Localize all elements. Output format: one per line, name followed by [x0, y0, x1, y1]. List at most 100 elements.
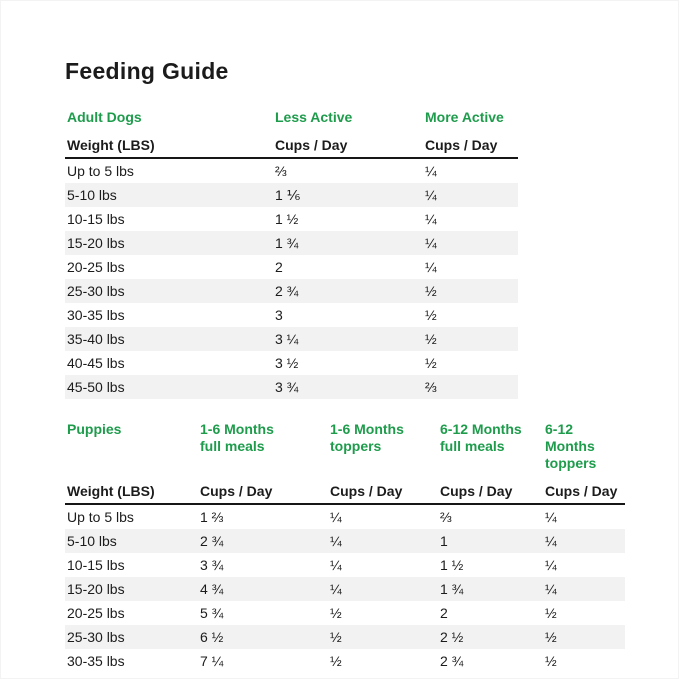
weight-cell: 5-10 lbs	[67, 187, 117, 203]
table-row: 20-25 lbs 2 ¼	[65, 255, 518, 279]
weight-cell: 20-25 lbs	[67, 259, 125, 275]
puppy-column-header-row: Weight (LBS) Cups / Day Cups / Day Cups …	[65, 479, 625, 505]
adult-dogs-table: Adult Dogs Less Active More Active Weigh…	[65, 109, 518, 399]
cups-cell: ½	[425, 355, 437, 371]
cups-cell: 3 ¼	[275, 331, 299, 347]
cups-cell: 7 ¼	[200, 653, 224, 669]
table-row: 25-30 lbs 2 ¾ ½	[65, 279, 518, 303]
weight-cell: 5-10 lbs	[67, 533, 117, 549]
weight-cell: 20-25 lbs	[67, 605, 125, 621]
table-row: 45-50 lbs 3 ¾ ⅔	[65, 375, 518, 399]
cups-cell: 2 ½	[440, 629, 464, 645]
cups-cell: 2 ¾	[440, 653, 464, 669]
cups-cell: 3 ¾	[275, 379, 299, 395]
table-row: 20-25 lbs 5 ¾ ½ 2 ½	[65, 601, 625, 625]
page-title: Feeding Guide	[65, 58, 229, 84]
cups-cell: ⅔	[275, 163, 287, 179]
weight-cell: 30-35 lbs	[67, 653, 125, 669]
cups-column-header: Cups / Day	[200, 479, 330, 505]
table-row: 25-30 lbs 6 ½ ½ 2 ½ ½	[65, 625, 625, 649]
table-row: 15-20 lbs 1 ¾ ¼	[65, 231, 518, 255]
cups-column-header: Cups / Day	[440, 479, 545, 505]
puppies-header: Puppies	[67, 421, 122, 437]
cups-cell: 1 ½	[275, 211, 299, 227]
cups-cell: ¼	[545, 533, 557, 549]
cups-cell: ¼	[330, 581, 342, 597]
months-6-12-toppers-header: 6-12 Months toppers	[545, 421, 597, 471]
cups-cell: ¼	[330, 557, 342, 573]
cups-cell: ¼	[545, 557, 557, 573]
cups-cell: ¼	[330, 509, 342, 525]
weight-cell: 25-30 lbs	[67, 283, 125, 299]
cups-cell: ¼	[425, 187, 437, 203]
months-1-6-full-meals-header: 1-6 Months full meals	[200, 421, 274, 454]
cups-cell: ½	[425, 283, 437, 299]
more-active-header: More Active	[425, 109, 504, 125]
cups-cell: ¼	[425, 163, 437, 179]
cups-cell: 3 ¾	[200, 557, 224, 573]
cups-cell: ¼	[330, 533, 342, 549]
weight-cell: 15-20 lbs	[67, 581, 125, 597]
adult-group-header-row: Adult Dogs Less Active More Active	[65, 109, 518, 133]
table-row: 5-10 lbs 1 ⅙ ¼	[65, 183, 518, 207]
cups-cell: ½	[330, 629, 342, 645]
puppy-group-header-row: Puppies 1-6 Months full meals 1-6 Months…	[65, 421, 625, 479]
weight-cell: 10-15 lbs	[67, 557, 125, 573]
cups-cell: 1	[440, 533, 448, 549]
weight-cell: 35-40 lbs	[67, 331, 125, 347]
cups-cell: ½	[545, 629, 557, 645]
table-row: Up to 5 lbs ⅔ ¼	[65, 158, 518, 183]
cups-cell: ⅔	[425, 379, 437, 395]
cups-cell: 1 ½	[440, 557, 464, 573]
table-row: 35-40 lbs 3 ¼ ½	[65, 327, 518, 351]
cups-cell: 2 ¾	[200, 533, 224, 549]
cups-cell: ½	[545, 605, 557, 621]
months-1-6-toppers-header: 1-6 Months toppers	[330, 421, 404, 454]
cups-cell: ½	[425, 331, 437, 347]
cups-cell: 4 ¾	[200, 581, 224, 597]
weight-cell: 15-20 lbs	[67, 235, 125, 251]
cups-cell: ¼	[425, 211, 437, 227]
cups-cell: 1 ⅔	[200, 509, 224, 525]
table-row: 10-15 lbs 1 ½ ¼	[65, 207, 518, 231]
table-row: Up to 5 lbs 1 ⅔ ¼ ⅔ ¼	[65, 504, 625, 529]
table-row: 40-45 lbs 3 ½ ½	[65, 351, 518, 375]
weight-cell: 25-30 lbs	[67, 629, 125, 645]
cups-cell: 1 ¾	[275, 235, 299, 251]
cups-column-header: Cups / Day	[425, 133, 518, 159]
weight-cell: 45-50 lbs	[67, 379, 125, 395]
cups-cell: ¼	[425, 259, 437, 275]
cups-cell: 2	[275, 259, 283, 275]
cups-cell: ¼	[545, 509, 557, 525]
weight-cell: 40-45 lbs	[67, 355, 125, 371]
cups-cell: 2 ¾	[275, 283, 299, 299]
weight-cell: Up to 5 lbs	[67, 163, 134, 179]
cups-column-header: Cups / Day	[275, 133, 425, 159]
cups-cell: ⅔	[440, 509, 452, 525]
weight-cell: 10-15 lbs	[67, 211, 125, 227]
cups-cell: 1 ⅙	[275, 187, 301, 203]
cups-cell: 1 ¾	[440, 581, 464, 597]
cups-cell: 2	[440, 605, 448, 621]
cups-cell: ½	[545, 653, 557, 669]
table-row: 30-35 lbs 3 ½	[65, 303, 518, 327]
table-row: 10-15 lbs 3 ¾ ¼ 1 ½ ¼	[65, 553, 625, 577]
puppies-table: Puppies 1-6 Months full meals 1-6 Months…	[65, 421, 625, 673]
cups-cell: 3 ½	[275, 355, 299, 371]
weight-column-header: Weight (LBS)	[65, 479, 200, 505]
cups-cell: 6 ½	[200, 629, 224, 645]
cups-cell: ¼	[425, 235, 437, 251]
table-row: 5-10 lbs 2 ¾ ¼ 1 ¼	[65, 529, 625, 553]
cups-cell: 5 ¾	[200, 605, 224, 621]
adult-dogs-header: Adult Dogs	[67, 109, 142, 125]
cups-cell: ¼	[545, 581, 557, 597]
cups-cell: 3	[275, 307, 283, 323]
weight-cell: Up to 5 lbs	[67, 509, 134, 525]
table-row: 15-20 lbs 4 ¾ ¼ 1 ¾ ¼	[65, 577, 625, 601]
cups-column-header: Cups / Day	[330, 479, 440, 505]
weight-column-header: Weight (LBS)	[65, 133, 275, 159]
table-row: 30-35 lbs 7 ¼ ½ 2 ¾ ½	[65, 649, 625, 673]
adult-column-header-row: Weight (LBS) Cups / Day Cups / Day	[65, 133, 518, 159]
months-6-12-full-meals-header: 6-12 Months full meals	[440, 421, 522, 454]
